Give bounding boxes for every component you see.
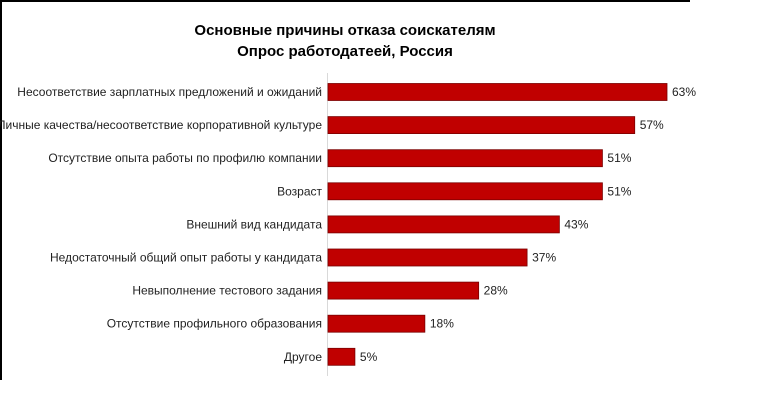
category-label: Невыполнение тестового задания (132, 284, 322, 298)
chart-subtitle: Опрос работодатеей, Россия (237, 43, 453, 60)
data-label: 5% (360, 350, 378, 364)
category-label: Несоответствие зарплатных предложений и … (17, 85, 322, 99)
category-label: Отсутствие профильного образования (107, 317, 322, 331)
bar (327, 314, 426, 333)
category-label: Другое (284, 350, 322, 364)
data-label: 57% (640, 118, 664, 132)
data-label: 51% (607, 151, 631, 165)
category-label: Внешний вид кандидата (186, 217, 322, 231)
bar (327, 248, 528, 267)
bar (327, 281, 480, 300)
data-label: 18% (430, 317, 454, 331)
bar (327, 149, 603, 168)
chart-title: Основные причины отказа соискателям (194, 22, 496, 39)
frame-left-border (0, 0, 2, 380)
data-label: 51% (607, 184, 631, 198)
data-label: 37% (532, 251, 556, 265)
data-label: 43% (564, 217, 588, 231)
bar (327, 83, 668, 101)
category-label: Личные качества/несоответствие корпорати… (0, 118, 322, 132)
bar (327, 347, 356, 366)
category-label: Возраст (277, 184, 322, 198)
bar (327, 116, 636, 134)
data-label: 63% (672, 85, 696, 99)
bar (327, 182, 603, 201)
category-label: Отсутствие опыта работы по профилю компа… (48, 151, 322, 165)
frame-top-border (0, 0, 690, 2)
data-label: 28% (484, 284, 508, 298)
category-label: Недостаточный общий опыт работы у кандид… (50, 251, 322, 265)
bar (327, 215, 560, 234)
